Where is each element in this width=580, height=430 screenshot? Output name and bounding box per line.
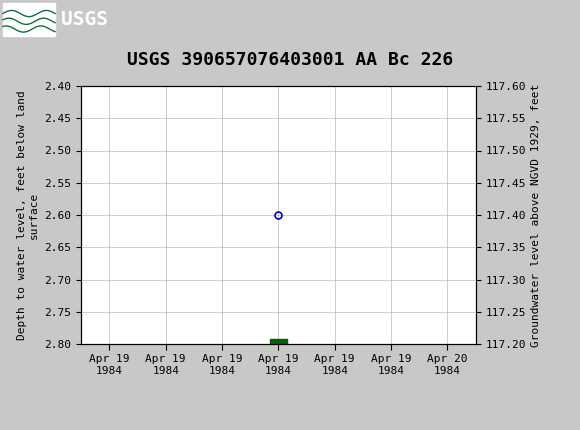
Y-axis label: Depth to water level, feet below land
surface: Depth to water level, feet below land su…	[17, 90, 39, 340]
Y-axis label: Groundwater level above NGVD 1929, feet: Groundwater level above NGVD 1929, feet	[531, 83, 541, 347]
Text: USGS: USGS	[61, 10, 108, 29]
Bar	[3, 3, 55, 36]
Text: USGS 390657076403001 AA Bc 226: USGS 390657076403001 AA Bc 226	[127, 51, 453, 69]
